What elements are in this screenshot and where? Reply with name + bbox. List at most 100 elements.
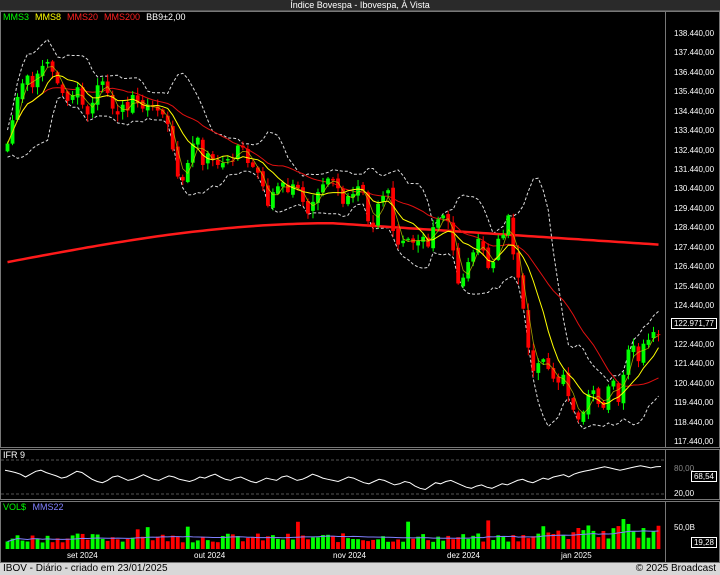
candle-body [200, 139, 205, 165]
candle-body [115, 111, 120, 115]
candle-body [175, 146, 180, 177]
volume-bar [641, 528, 646, 549]
volume-bar [336, 542, 340, 549]
volume-bar [15, 535, 20, 549]
price-y-axis: 138.440,00 137.440,00 136.440,00 135.440,00… [665, 12, 719, 447]
volume-bar [331, 536, 335, 549]
volume-bar [135, 529, 140, 549]
candle-body [311, 201, 315, 211]
volume-bar [616, 526, 621, 549]
volume-bar [190, 542, 195, 549]
volume-bar [155, 536, 160, 549]
legend-bb: BB9±2,00 [146, 12, 186, 22]
volume-chart[interactable] [1, 502, 667, 550]
volume-bar [220, 535, 225, 549]
candle-body [336, 178, 340, 189]
volume-bar [361, 540, 365, 549]
sma8-line [7, 74, 659, 405]
price-panel[interactable]: MMS3 MMS8 MMS20 MMS200 BB9±2,00 138.440,00 13… [0, 11, 720, 448]
candle-body [255, 167, 260, 173]
candle-body [306, 201, 310, 214]
candle-body [376, 203, 380, 226]
volume-panel[interactable]: VOL$ MMS22 50,0B 19,28 set 2024 out 2024 n… [0, 501, 720, 563]
candle-body [646, 339, 651, 345]
candle-body [75, 87, 80, 98]
volume-bar [576, 528, 581, 549]
candle-body [301, 187, 305, 202]
ifr-chart[interactable] [1, 450, 667, 499]
bollinger-lower-line [7, 95, 659, 430]
candle-body [531, 350, 536, 371]
volume-bar [316, 537, 320, 549]
volume-bar [591, 530, 596, 549]
candle-body [476, 238, 481, 253]
candle-body [416, 240, 421, 246]
volume-bar [215, 542, 220, 549]
ifr-label: IFR 9 [3, 450, 26, 460]
volume-bar [200, 536, 205, 549]
candle-body [351, 194, 355, 198]
candle-body [611, 380, 616, 387]
price-tick: 118.440,00 [674, 417, 714, 427]
candle-body [125, 101, 130, 111]
ifr-panel[interactable]: IFR 9 80,00 68,54 20,00 [0, 449, 720, 500]
price-tick: 132.440,00 [674, 145, 715, 155]
candle-body [20, 83, 25, 100]
candle-body [155, 106, 160, 111]
volume-bar [451, 539, 456, 549]
candle-body [316, 192, 320, 203]
candle-body [346, 196, 350, 205]
volume-bar [70, 535, 75, 549]
candle-body [591, 390, 596, 394]
volume-bar [476, 533, 481, 549]
candle-body [5, 143, 10, 152]
volume-bar [55, 538, 60, 549]
candle-body [90, 102, 95, 114]
price-tick: 138.440,00 [674, 29, 715, 38]
candle-body [556, 376, 561, 383]
candle-body [406, 238, 411, 240]
volume-bar [311, 537, 315, 549]
candle-body [641, 343, 646, 363]
volume-bar [341, 533, 345, 549]
candle-body [25, 75, 30, 85]
legend-mms3: MMS3 [3, 12, 30, 22]
volume-bar [496, 535, 501, 549]
volume-bar [5, 541, 10, 549]
volume-bar [120, 541, 125, 549]
volume-bar [556, 530, 561, 549]
volume-bar [230, 534, 235, 549]
volume-bar [471, 535, 476, 549]
volume-bar [606, 538, 611, 549]
volume-bar [376, 539, 380, 549]
candle-body [55, 72, 60, 84]
price-chart[interactable] [1, 12, 667, 447]
candle-body [456, 247, 461, 284]
volume-bar [100, 538, 105, 549]
volume-bar [210, 541, 215, 549]
x-axis: set 2024 out 2024 nov 2024 dez 2024 jan 2025 [1, 550, 667, 562]
candle-body [506, 215, 511, 236]
candle-body [260, 171, 265, 187]
volume-bar [356, 539, 360, 549]
volume-bar [90, 534, 95, 549]
volume-bar [466, 538, 471, 549]
volume-bar [436, 536, 441, 549]
volume-bar [511, 535, 516, 549]
candle-body [391, 187, 395, 232]
volume-bar [581, 530, 586, 549]
x-tick-label: out 2024 [194, 551, 226, 560]
price-tick: 135.440,00 [674, 87, 715, 97]
bollinger-upper-line [7, 38, 659, 383]
candle-body [606, 386, 611, 410]
volume-bar [95, 534, 100, 549]
price-tick: 119.440,00 [674, 398, 714, 408]
candle-body [656, 334, 661, 336]
candle-body [291, 184, 295, 195]
volume-bar [140, 536, 145, 549]
volume-bar [521, 535, 526, 549]
volume-bar [160, 534, 165, 549]
vol-label: VOL$ MMS22 [3, 502, 64, 512]
candle-body [190, 143, 195, 163]
volume-bar [180, 542, 185, 549]
